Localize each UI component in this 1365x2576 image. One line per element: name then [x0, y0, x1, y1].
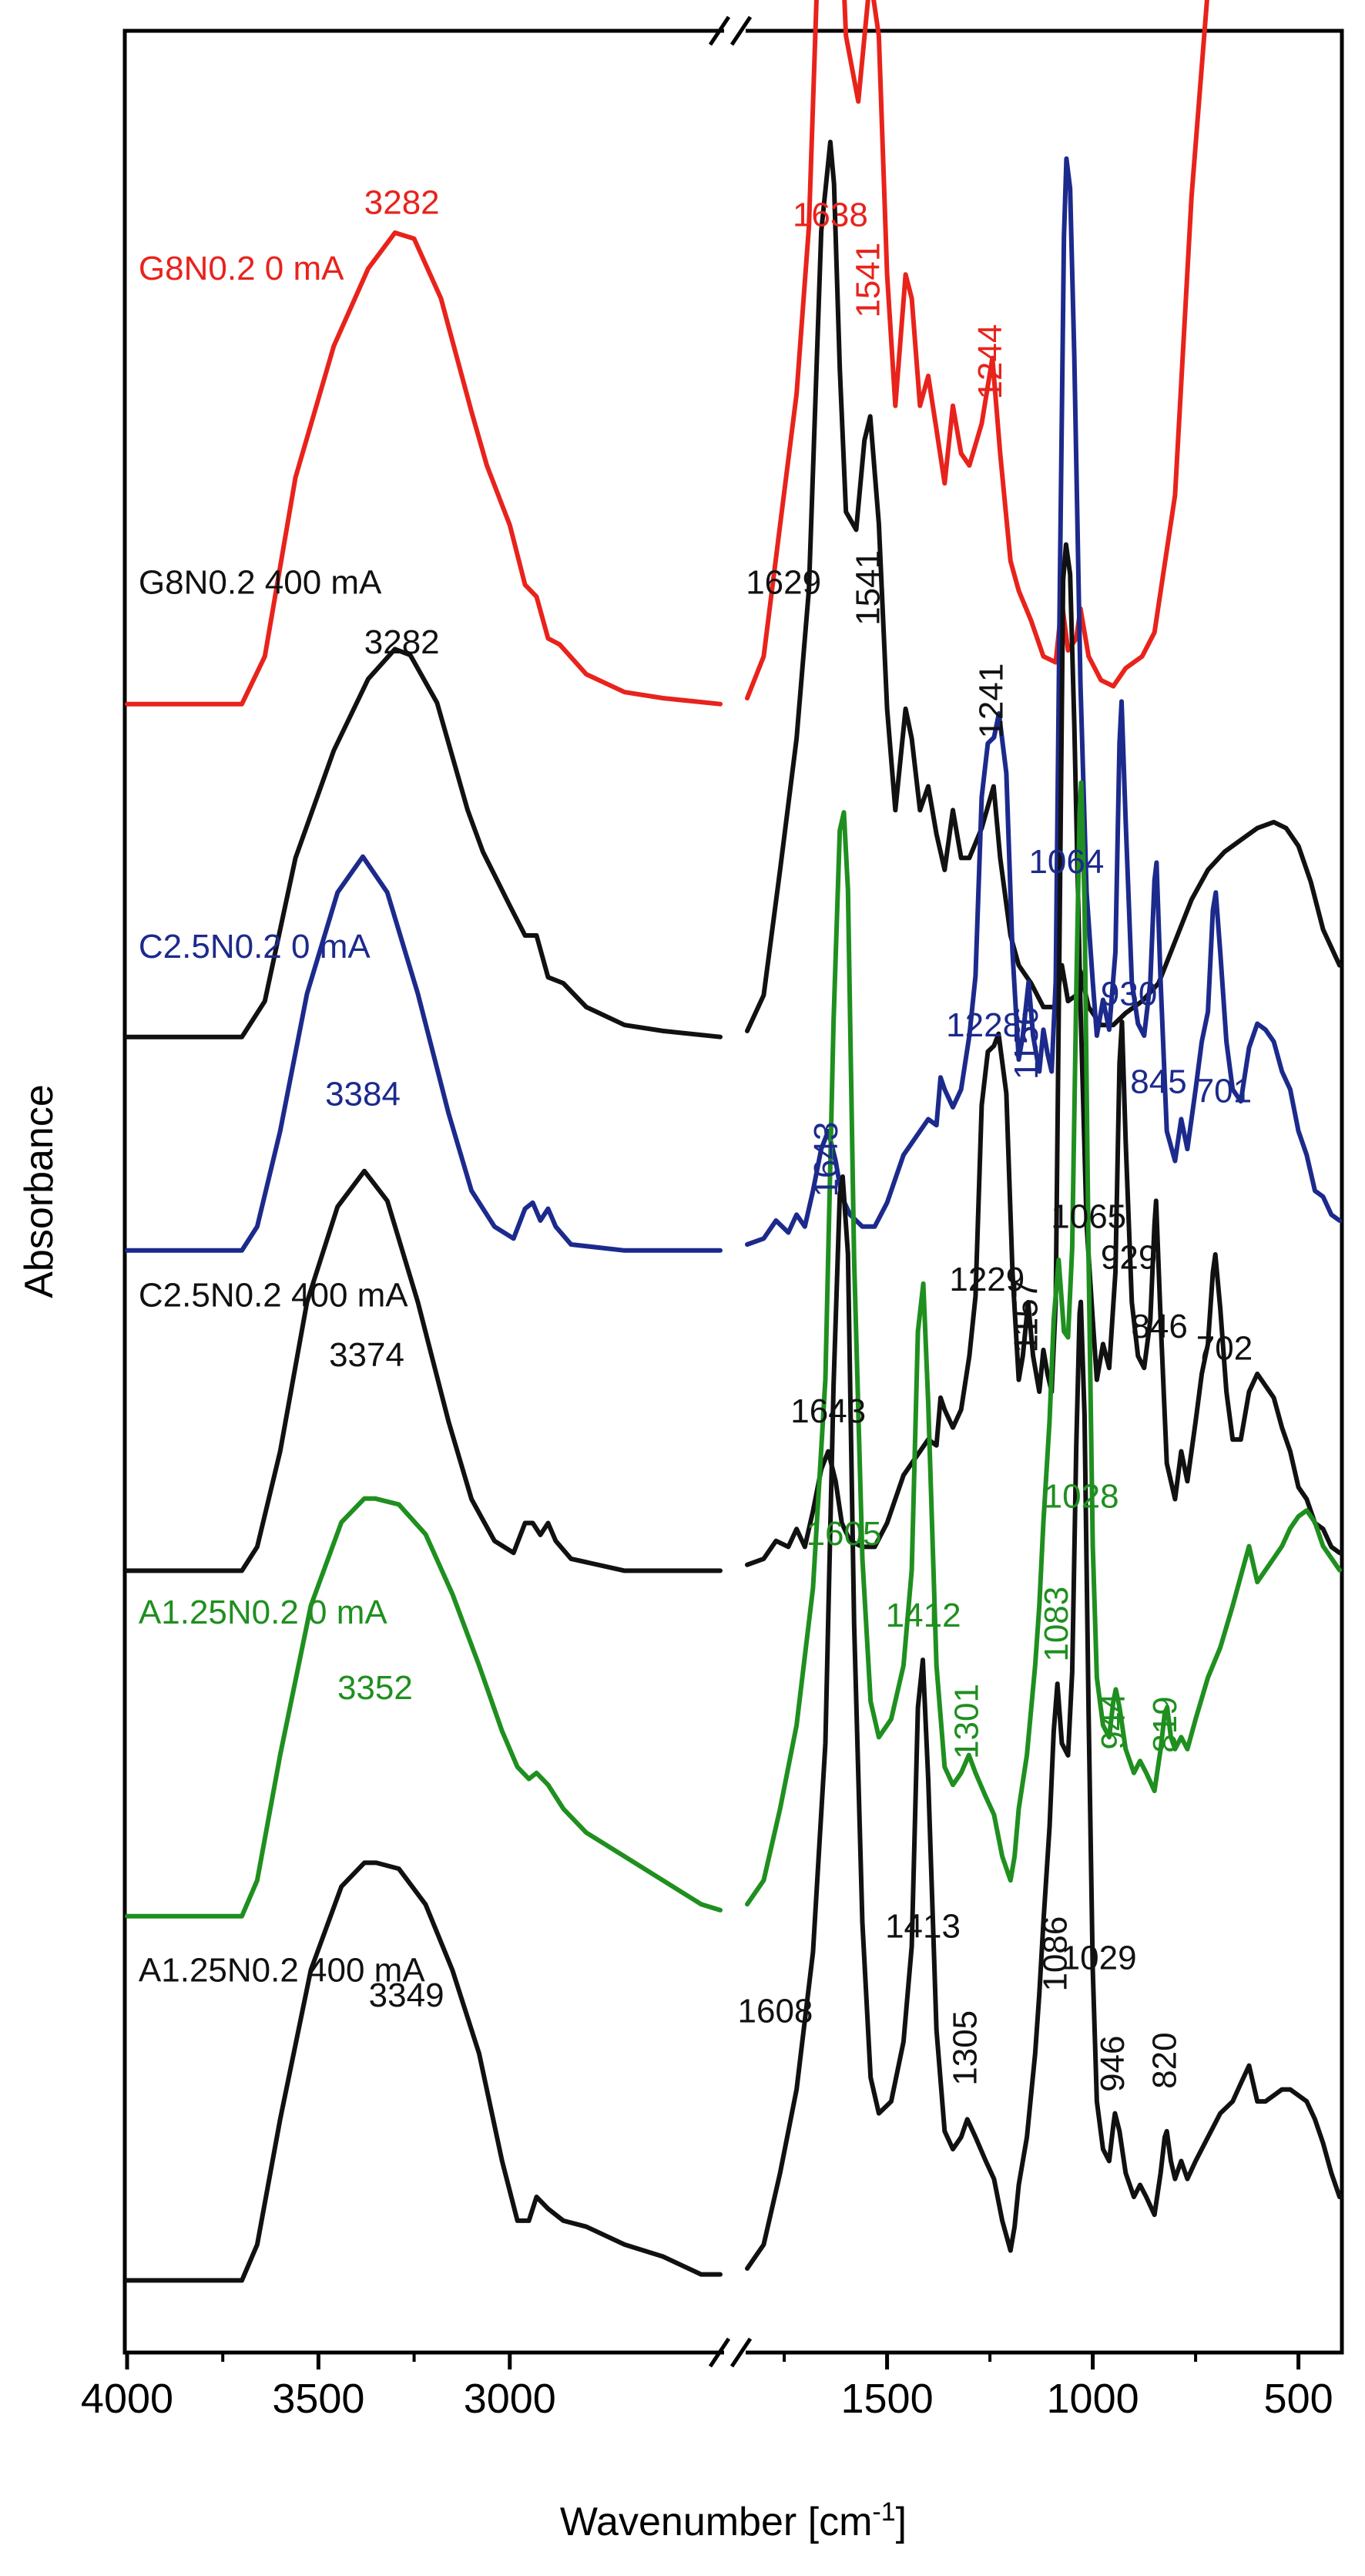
spectra-group	[125, 0, 1342, 2283]
x-tick-label: 1000	[1047, 2376, 1139, 2422]
axis-break-mark	[729, 2337, 753, 2368]
sample-label-a1-25n0-2-0-ma: A1.25N0.2 0 mA	[139, 1594, 387, 1631]
peak-label-1244: 1244	[971, 324, 1009, 400]
axis-break-mark	[708, 2337, 731, 2368]
spectrum-c2-5n0-2-400-ma-high-wavenumber	[125, 1168, 723, 1573]
axis-break-mark	[729, 15, 753, 46]
sample-label-g8n0-2-400-ma: G8N0.2 400 mA	[139, 564, 382, 602]
y-axis-label: Absorbance	[17, 1084, 62, 1298]
peak-label-1608: 1608	[738, 1993, 813, 2030]
peak-label-1605: 1605	[807, 1515, 882, 1553]
peak-label-1228: 1228	[946, 1006, 1021, 1044]
peak-label-1643: 1643	[807, 1122, 845, 1197]
peak-label-946: 946	[1094, 2035, 1132, 2091]
axis-break-group	[708, 15, 753, 2368]
peak-label-1065: 1065	[1051, 1198, 1126, 1236]
spectrum-a1-25n0-2-0-ma-high-wavenumber	[125, 1496, 723, 1919]
peak-label-846: 846	[1131, 1308, 1187, 1345]
spectrum-g8n0-2-400-ma-fingerprint	[745, 139, 1342, 1033]
peak-label-845: 845	[1130, 1063, 1186, 1100]
peak-label-930: 930	[1101, 975, 1157, 1013]
x-tick-label: 3000	[464, 2376, 556, 2422]
peak-label-944: 944	[1095, 1693, 1132, 1749]
peak-label-3384: 3384	[325, 1076, 401, 1113]
x-tick-label: 1500	[840, 2376, 933, 2422]
peak-label-1157: 1157	[1007, 1280, 1045, 1353]
peak-label-1156: 1156	[1008, 1006, 1045, 1080]
axis-break-mark	[708, 15, 731, 46]
peak-label-1029: 1029	[1061, 1939, 1137, 1977]
peak-label-1241: 1241	[973, 663, 1011, 739]
spectrum-a1-25n0-2-400-ma-fingerprint	[745, 1174, 1342, 2271]
sample-label-a1-25n0-2-400-ma: A1.25N0.2 400 mA	[139, 1952, 425, 1990]
spectrum-g8n0-2-0-ma-high-wavenumber	[125, 230, 723, 707]
peak-label-819: 819	[1146, 1696, 1184, 1752]
peak-label-1541: 1541	[849, 243, 887, 318]
peak-label-3349: 3349	[369, 1977, 444, 2014]
peak-label-1301: 1301	[947, 1684, 985, 1759]
x-tick-label: 500	[1264, 2376, 1333, 2422]
x-tick-label: 4000	[81, 2376, 173, 2422]
spectrum-a1-25n0-2-0-ma-fingerprint	[745, 780, 1342, 1907]
x-tick-label: 3500	[272, 2376, 364, 2422]
spectrum-c2-5n0-2-0-ma-fingerprint	[745, 156, 1342, 1247]
peak-label-1064: 1064	[1028, 843, 1104, 881]
spectrum-a1-25n0-2-400-ma-high-wavenumber	[125, 1860, 723, 2283]
peak-label-1305: 1305	[946, 2010, 984, 2086]
peak-label-1086: 1086	[1036, 1916, 1074, 1992]
peak-label-1638: 1638	[793, 196, 868, 234]
peak-label-1229: 1229	[949, 1261, 1025, 1298]
peak-label-701: 701	[1196, 1073, 1252, 1110]
sample-label-g8n0-2-0-ma: G8N0.2 0 mA	[139, 250, 344, 287]
peak-label-3374: 3374	[329, 1336, 404, 1374]
annotations-group: G8N0.2 0 mA 3282 1638 1541 1244 G8N0.2 400 mA…	[139, 183, 1253, 2091]
peak-label-1028: 1028	[1044, 1477, 1119, 1515]
sample-label-c2-5n0-2-0-ma: C2.5N0.2 0 mA	[139, 928, 371, 966]
sample-label-c2-5n0-2-400-ma: C2.5N0.2 400 mA	[139, 1277, 408, 1315]
peak-label-929: 929	[1101, 1239, 1157, 1277]
peak-label-3282: 3282	[364, 183, 440, 221]
plot-frame	[122, 29, 1344, 2355]
peak-label-3352: 3352	[337, 1669, 413, 1707]
x-ticks-group: 4000 3500 3000 1500 1000 500	[81, 2353, 1333, 2422]
peak-label-3282: 3282	[364, 623, 440, 661]
peak-label-1629: 1629	[746, 564, 821, 602]
peak-label-1083: 1083	[1038, 1587, 1075, 1662]
spectrum-c2-5n0-2-0-ma-high-wavenumber	[125, 854, 723, 1253]
peak-label-1412: 1412	[886, 1597, 961, 1634]
peak-label-1413: 1413	[885, 1908, 961, 1946]
peak-label-702: 702	[1196, 1330, 1253, 1368]
spectrum-g8n0-2-0-ma-fingerprint	[745, 0, 1209, 700]
peak-label-820: 820	[1145, 2032, 1183, 2088]
peak-label-1541: 1541	[849, 550, 887, 626]
spectrum-g8n0-2-400-ma-high-wavenumber	[125, 647, 723, 1039]
x-axis-label: Wavenumber [cm-1]	[560, 2497, 907, 2544]
spectrum-c2-5n0-2-400-ma-fingerprint	[745, 542, 1342, 1567]
peak-label-1643: 1643	[790, 1392, 866, 1430]
